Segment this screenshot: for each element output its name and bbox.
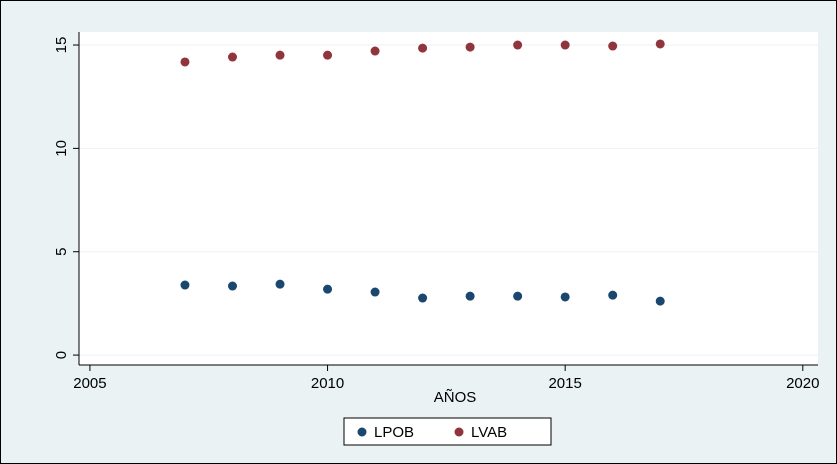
point <box>323 284 333 294</box>
point <box>370 46 380 56</box>
point <box>560 292 570 302</box>
y-tick-label: 15 <box>53 37 70 54</box>
x-tick-label: 2020 <box>786 375 819 392</box>
point <box>418 293 428 303</box>
legend-label: LPOB <box>374 424 414 441</box>
point <box>465 291 475 301</box>
point <box>275 50 285 60</box>
point <box>655 39 665 49</box>
point <box>180 280 190 290</box>
point <box>323 50 333 60</box>
y-tick-label: 10 <box>53 140 70 157</box>
legend-box <box>343 417 552 446</box>
legend-marker <box>454 427 464 437</box>
x-tick-label: 2015 <box>548 375 581 392</box>
point <box>560 40 570 50</box>
x-axis-title: AÑOS <box>434 389 477 406</box>
plot-area <box>79 32 818 365</box>
point <box>275 279 285 289</box>
point <box>465 42 475 52</box>
point <box>180 57 190 67</box>
point <box>513 40 523 50</box>
point <box>608 290 618 300</box>
point <box>228 52 238 62</box>
point <box>370 287 380 297</box>
point <box>655 296 665 306</box>
y-tick-label: 5 <box>53 248 70 256</box>
x-tick-label: 2005 <box>73 375 106 392</box>
point <box>228 281 238 291</box>
legend-marker <box>357 427 367 437</box>
legend-label: LVAB <box>471 424 507 441</box>
point <box>608 41 618 51</box>
x-tick-label: 2010 <box>311 375 344 392</box>
y-tick-label: 0 <box>53 351 70 359</box>
point <box>513 291 523 301</box>
point <box>418 43 428 53</box>
